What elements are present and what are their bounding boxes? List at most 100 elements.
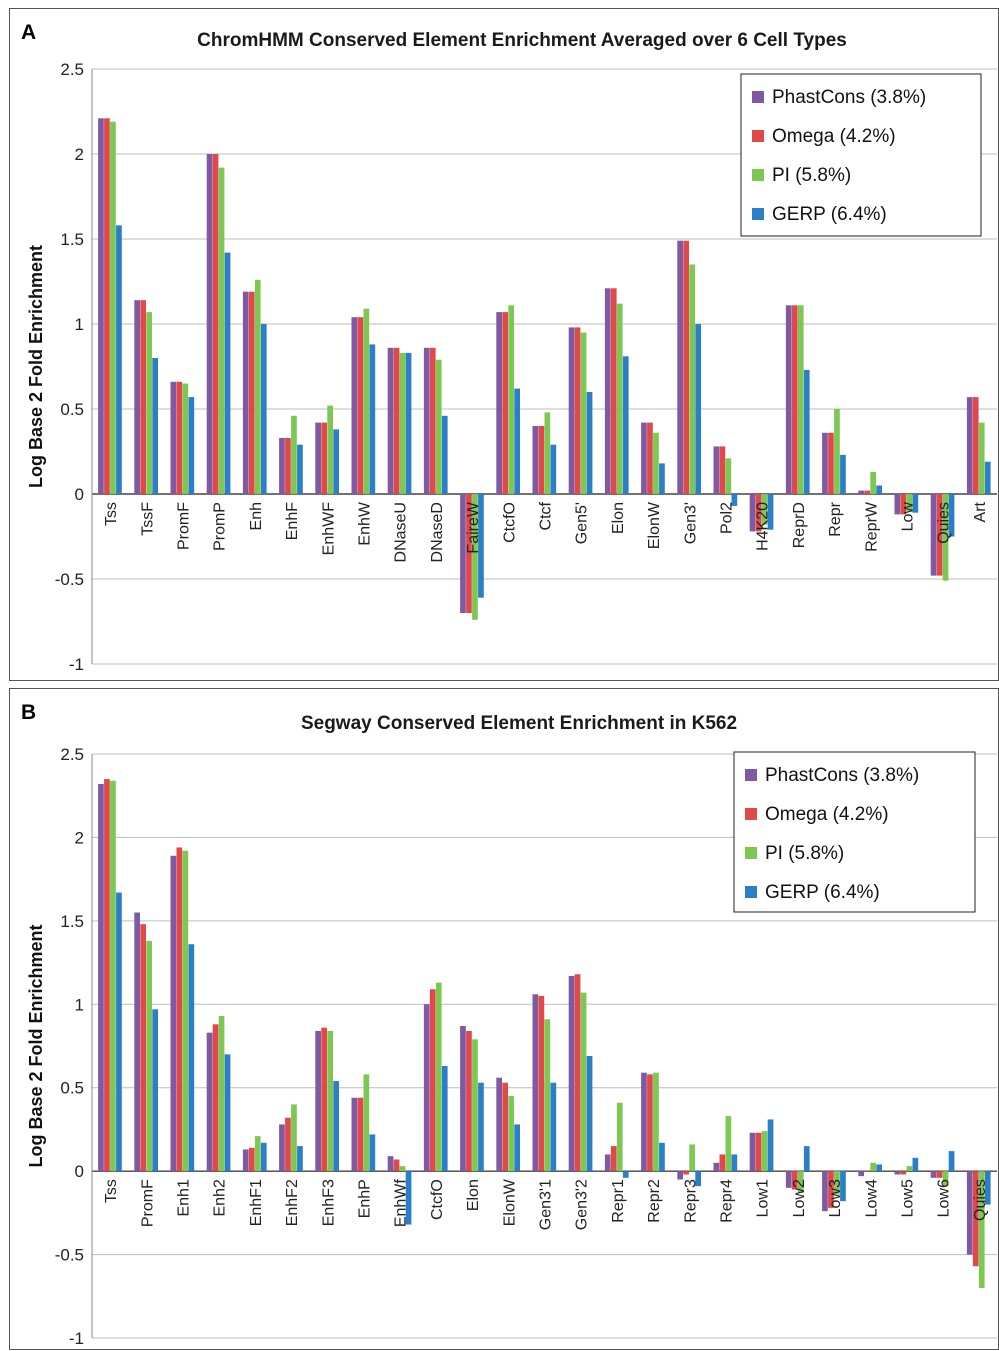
chart-title: Segway Conserved Element Enrichment in K… [301, 713, 737, 734]
bar-omega [104, 779, 110, 1172]
bar-phastcons [785, 305, 792, 494]
category-label: Pol2 [719, 502, 736, 534]
bar-phastcons [242, 1149, 249, 1172]
bar-phastcons [930, 1171, 937, 1178]
bar-phastcons [98, 118, 104, 495]
bar-omega [972, 397, 979, 494]
bar-gerp [659, 1142, 665, 1172]
category-label: Tss [103, 502, 120, 526]
bar-gerp [116, 892, 122, 1172]
bar-gerp [840, 1171, 846, 1202]
bar-pi [653, 1072, 659, 1172]
bar-omega [502, 312, 508, 494]
category-label: PromP [212, 502, 229, 551]
bar-pi [580, 992, 587, 1172]
bar-omega [864, 490, 870, 494]
y-tick-label: -1 [69, 655, 84, 674]
legend-label: PI (5.8%) [765, 843, 844, 864]
chart-panel-b: B Segway Conserved Element Enrichment in … [9, 688, 999, 1350]
bar-phastcons [641, 422, 647, 494]
y-axis-label: Log Base 2 Fold Enrichment [26, 924, 46, 1167]
bar-phastcons [351, 317, 358, 494]
y-tick-label: -0.5 [55, 570, 84, 589]
bar-gerp [333, 1081, 339, 1172]
bar-phastcons [351, 1097, 358, 1172]
bar-phastcons [858, 490, 864, 494]
legend-swatch [745, 847, 757, 859]
bar-phastcons [460, 1025, 466, 1172]
bar-pi [870, 1162, 876, 1172]
category-label: Gen3'1 [538, 1179, 555, 1230]
bar-omega [357, 1097, 364, 1172]
bar-phastcons [98, 784, 104, 1172]
bar-phastcons [170, 381, 177, 494]
legend-swatch [745, 808, 757, 820]
bar-gerp [478, 1082, 484, 1172]
y-tick-label: 2.5 [60, 745, 84, 764]
bar-pi [725, 458, 732, 494]
bar-pi [472, 1039, 478, 1172]
bar-phastcons [858, 1171, 864, 1177]
category-label: Enh [248, 502, 265, 530]
bar-omega [466, 494, 472, 613]
bar-omega [683, 240, 689, 494]
bar-omega [502, 1082, 508, 1172]
bar-gerp [441, 1066, 448, 1172]
category-label: Low [900, 502, 917, 532]
category-label: Ctcf [538, 501, 555, 530]
bar-omega [755, 494, 762, 532]
bar-pi [616, 303, 623, 494]
category-label: EnhF3 [320, 1179, 337, 1226]
legend-swatch [752, 130, 764, 142]
legend: PhastCons (3.8%) Omega (4.2%) PI (5.8%) GER… [740, 73, 982, 237]
bar-gerp [116, 225, 122, 494]
category-label: Low5 [900, 1179, 917, 1217]
bar-pi [146, 940, 152, 1172]
bar-omega [212, 154, 219, 494]
bar-omega [683, 1171, 689, 1175]
bar-phastcons [387, 1156, 394, 1172]
bar-gerp [767, 494, 774, 530]
bar-pi [363, 1074, 370, 1172]
category-label: Low4 [863, 1179, 880, 1217]
legend-label: PhastCons (3.8%) [772, 87, 926, 108]
bar-pi [472, 494, 478, 620]
legend-label: Omega (4.2%) [765, 804, 889, 825]
bar-pi [254, 1136, 261, 1172]
legend-label: PhastCons (3.8%) [765, 765, 919, 786]
bar-phastcons [315, 422, 321, 494]
bar-pi [761, 1131, 768, 1172]
bar-pi [327, 405, 333, 494]
bar-phastcons [134, 300, 140, 494]
bar-pi [291, 415, 297, 494]
legend-box [740, 73, 982, 237]
bar-pi [218, 1015, 225, 1172]
bar-pi [110, 780, 116, 1172]
bar-omega [212, 1024, 219, 1172]
bar-gerp [478, 494, 484, 598]
bar-phastcons [279, 437, 285, 494]
category-label: Quies [936, 502, 953, 544]
bar-phastcons [749, 494, 756, 532]
bar-pi [580, 332, 587, 494]
bar-pi [363, 308, 370, 494]
bar-omega [538, 426, 545, 494]
category-label: EnhF2 [284, 1179, 301, 1226]
bar-phastcons [423, 1004, 430, 1172]
bar-gerp [984, 1171, 991, 1205]
legend-swatch [752, 91, 764, 103]
bar-pi [906, 494, 913, 511]
bar-pi [182, 383, 189, 494]
bar-pi [182, 850, 189, 1172]
category-label: Low1 [755, 1179, 772, 1217]
category-label: ElonW [501, 1178, 518, 1226]
category-label: Art [972, 501, 989, 522]
bar-pi [508, 305, 514, 494]
bar-pi [435, 982, 442, 1172]
bar-gerp [840, 454, 846, 494]
category-label: H4K20 [755, 502, 772, 551]
bar-gerp [695, 324, 701, 494]
bar-phastcons [822, 1171, 828, 1212]
bar-omega [466, 1030, 472, 1172]
bar-pi [978, 1171, 985, 1288]
